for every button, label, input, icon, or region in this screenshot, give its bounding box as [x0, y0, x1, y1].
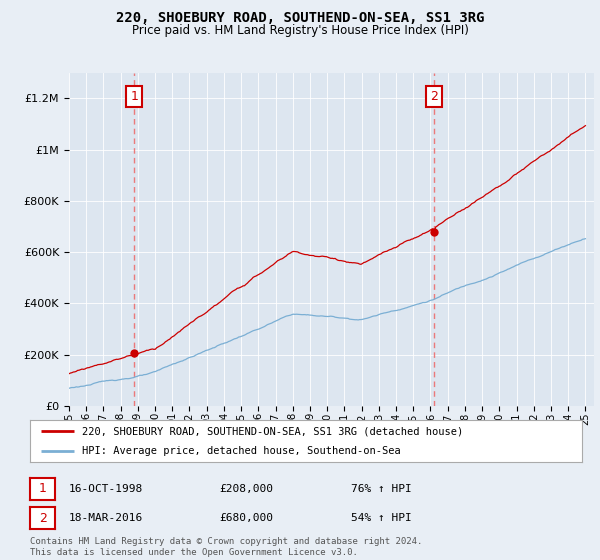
Text: 1: 1 [38, 482, 47, 496]
Text: 1: 1 [130, 90, 138, 102]
Text: Contains HM Land Registry data © Crown copyright and database right 2024.
This d: Contains HM Land Registry data © Crown c… [30, 537, 422, 557]
Text: 2: 2 [430, 90, 438, 102]
Text: £208,000: £208,000 [219, 484, 273, 494]
Text: 18-MAR-2016: 18-MAR-2016 [69, 513, 143, 523]
Text: 16-OCT-1998: 16-OCT-1998 [69, 484, 143, 494]
Text: 2: 2 [38, 511, 47, 525]
Text: £680,000: £680,000 [219, 513, 273, 523]
Text: 220, SHOEBURY ROAD, SOUTHEND-ON-SEA, SS1 3RG (detached house): 220, SHOEBURY ROAD, SOUTHEND-ON-SEA, SS1… [82, 426, 464, 436]
Text: 54% ↑ HPI: 54% ↑ HPI [351, 513, 412, 523]
Text: Price paid vs. HM Land Registry's House Price Index (HPI): Price paid vs. HM Land Registry's House … [131, 24, 469, 36]
Text: 76% ↑ HPI: 76% ↑ HPI [351, 484, 412, 494]
Text: HPI: Average price, detached house, Southend-on-Sea: HPI: Average price, detached house, Sout… [82, 446, 401, 456]
Text: 220, SHOEBURY ROAD, SOUTHEND-ON-SEA, SS1 3RG: 220, SHOEBURY ROAD, SOUTHEND-ON-SEA, SS1… [116, 11, 484, 25]
